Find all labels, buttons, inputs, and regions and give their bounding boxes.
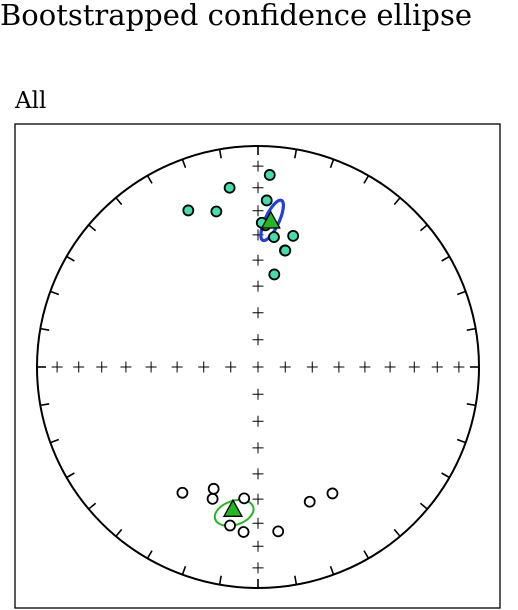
azimuth-tick <box>181 565 187 575</box>
azimuth-tick <box>50 290 60 296</box>
upper-hemisphere-point <box>238 492 251 505</box>
inclination-cross <box>252 280 264 292</box>
inclination-cross <box>145 361 157 373</box>
inclination-cross <box>306 361 318 373</box>
azimuth-tick <box>441 472 450 479</box>
inclination-cross <box>252 442 264 454</box>
azimuth-tick <box>88 224 97 232</box>
confidence-ellipses <box>213 198 285 527</box>
azimuth-tick <box>181 159 187 169</box>
azimuth-tick <box>441 255 450 262</box>
lower-hemisphere-point <box>210 205 223 218</box>
inclination-cross <box>225 361 237 373</box>
azimuth-tick <box>329 565 335 575</box>
lower-hemisphere-point <box>268 268 281 281</box>
azimuth-tick <box>115 197 123 206</box>
azimuth-tick <box>419 502 428 510</box>
inclination-cross <box>252 415 264 427</box>
inclination-cross <box>333 361 345 373</box>
upper-confidence-ellipse <box>213 498 255 527</box>
azimuth-tick <box>40 327 50 331</box>
lower-hemisphere-point <box>287 229 300 242</box>
azimuth-tick <box>329 159 335 169</box>
lower-hemisphere-point <box>260 194 273 207</box>
lower-confidence-ellipse <box>259 198 285 243</box>
azimuth-tick <box>393 197 401 206</box>
inclination-cross <box>252 307 264 319</box>
azimuth-tick <box>218 575 222 585</box>
upper-hemisphere-point <box>206 492 219 505</box>
azimuth-tick <box>294 575 298 585</box>
azimuth-tick <box>363 550 370 559</box>
inclination-cross <box>252 517 264 529</box>
inclination-cross <box>73 361 85 373</box>
inclination-cross <box>252 540 264 552</box>
upper-hemisphere-point <box>224 519 236 532</box>
inclination-cross <box>252 254 264 266</box>
inclination-cross <box>252 160 264 172</box>
upper-hemisphere-point <box>303 495 316 508</box>
inclination-cross <box>252 334 264 346</box>
upper-mean-triangle <box>222 498 244 517</box>
azimuth-tick <box>294 149 298 159</box>
inclination-cross <box>252 562 264 574</box>
azimuth-tick <box>466 327 476 331</box>
center-cross <box>252 361 264 373</box>
azimuth-tick <box>115 528 123 537</box>
azimuth-tick <box>456 438 466 444</box>
upper-hemisphere-point <box>326 487 339 500</box>
chart-title: Bootstrapped confidence ellipse <box>0 0 472 32</box>
lower-hemisphere-point <box>263 169 276 181</box>
lower-hemisphere-point <box>279 244 292 257</box>
upper-hemisphere-point <box>207 482 220 495</box>
inclination-cross <box>96 361 108 373</box>
plot-frame <box>14 123 501 609</box>
panel-label: All <box>15 88 47 114</box>
inclination-cross <box>408 361 420 373</box>
inclination-cross <box>120 361 132 373</box>
azimuth-tick <box>146 175 153 184</box>
azimuth-tick <box>456 290 466 296</box>
upper-hemisphere-point <box>176 486 189 499</box>
upper-hemisphere-point <box>237 526 250 538</box>
mean-directions <box>222 210 281 517</box>
inclination-cross <box>252 493 264 505</box>
azimuth-tick <box>393 528 401 537</box>
inclination-cross <box>171 361 183 373</box>
lower-mean-triangle <box>260 210 281 229</box>
azimuth-tick <box>466 403 476 407</box>
inclination-cross <box>198 361 210 373</box>
lower-hemisphere-point <box>182 204 195 217</box>
azimuth-tick <box>146 550 153 559</box>
inclination-cross <box>453 361 465 373</box>
lower-hemisphere-point <box>268 231 280 244</box>
inclination-cross <box>252 205 264 217</box>
inclination-cross <box>359 361 371 373</box>
azimuth-tick <box>218 149 222 159</box>
inclination-cross <box>431 361 443 373</box>
azimuth-tick <box>66 472 75 479</box>
upper-hemisphere-point <box>272 525 285 538</box>
data-points <box>176 169 339 538</box>
azimuth-tick <box>40 403 50 407</box>
stereonet-net <box>36 145 480 589</box>
azimuth-tick <box>50 438 60 444</box>
inclination-cross <box>279 361 291 373</box>
inclination-cross <box>252 182 264 194</box>
inclination-cross <box>384 361 396 373</box>
azimuth-tick <box>363 175 370 184</box>
inclination-cross <box>252 388 264 400</box>
azimuth-tick <box>66 255 75 262</box>
inclination-cross <box>252 468 264 480</box>
azimuth-tick <box>419 224 428 232</box>
inclination-cross <box>51 361 63 373</box>
lower-hemisphere-point <box>223 181 236 194</box>
azimuth-tick <box>88 502 97 510</box>
